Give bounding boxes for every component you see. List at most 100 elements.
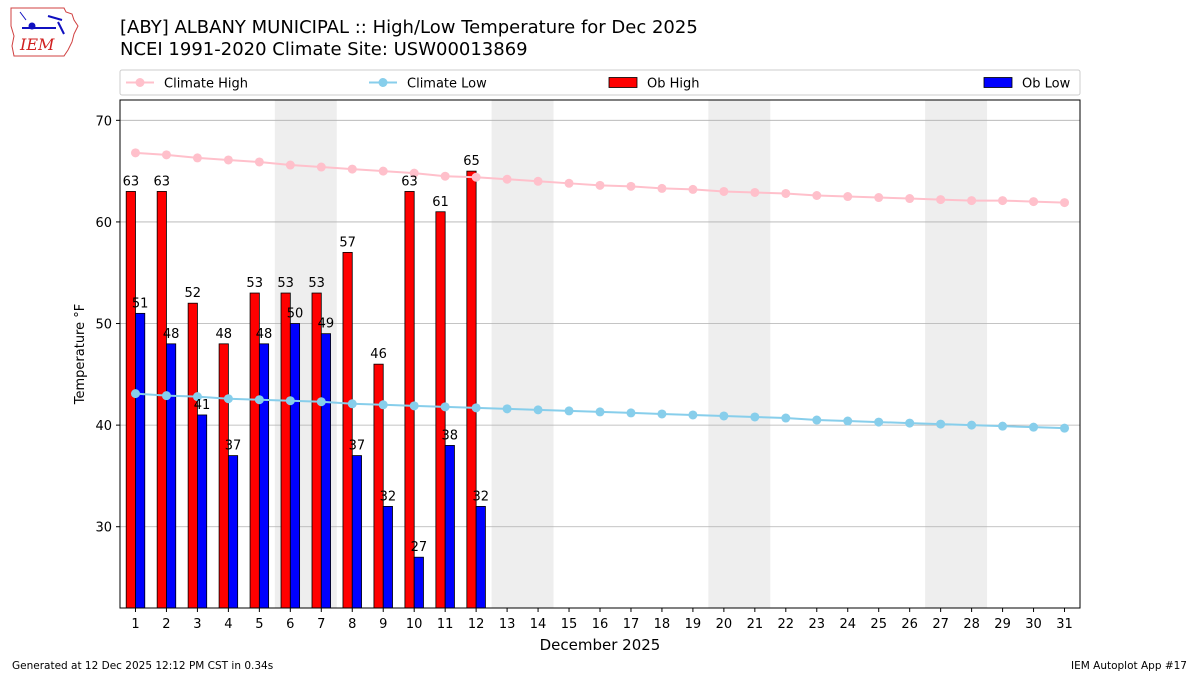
climate-low-point: [843, 416, 853, 426]
climate-low-point: [409, 401, 419, 411]
x-tick-label: 21: [747, 617, 764, 632]
climate-high-point: [967, 196, 977, 206]
climate-low-point: [192, 392, 202, 402]
climate-low-point: [626, 408, 636, 418]
legend-entry: Climate Low: [369, 77, 487, 92]
x-tick-label: 14: [530, 617, 547, 632]
climate-high-point: [564, 178, 574, 188]
ob-low-bar: [351, 455, 362, 609]
climate-low-point: [347, 399, 357, 409]
ob-low-label: 37: [225, 439, 242, 454]
x-tick-label: 24: [839, 617, 856, 632]
x-tick-label: 20: [716, 617, 733, 632]
ob-low-label: 51: [132, 296, 149, 311]
ob-low-bar: [227, 455, 239, 609]
x-tick-label: 1: [131, 617, 139, 632]
chart-title: [ABY] ALBANY MUNICIPAL :: High/Low Tempe…: [120, 17, 698, 38]
x-tick-label: 2: [162, 617, 170, 632]
x-tick-label: 23: [809, 617, 826, 632]
ob-low-label: 32: [473, 489, 490, 504]
ob-high-label: 46: [370, 347, 387, 362]
climate-high-point: [905, 194, 915, 204]
ob-high-label: 61: [432, 195, 449, 210]
generated-timestamp: Generated at 12 Dec 2025 12:12 PM CST in…: [12, 660, 274, 672]
x-tick-label: 7: [317, 617, 325, 632]
ob-low-bar: [320, 333, 331, 609]
ob-high-bar: [466, 170, 477, 609]
climate-low-point: [1029, 422, 1039, 432]
climate-high-point: [812, 191, 822, 201]
climate-high-point: [874, 193, 884, 203]
climate-high-point: [161, 150, 171, 160]
x-tick-label: 5: [255, 617, 263, 632]
climate-high-point: [347, 164, 357, 174]
ob-low-label: 41: [194, 398, 211, 413]
x-tick-label: 17: [623, 617, 640, 632]
climate-high-point: [502, 174, 512, 184]
ob-high-label: 48: [215, 327, 232, 342]
ob-high-label: 63: [154, 174, 171, 189]
climate-high-point: [719, 186, 729, 196]
weekend-shade: [925, 100, 988, 608]
legend-entry: Ob Low: [983, 77, 1071, 92]
climate-high-point: [223, 155, 233, 165]
climate-low-point: [750, 412, 760, 422]
x-tick-label: 11: [437, 617, 454, 632]
climate-high-point: [595, 180, 605, 190]
climate-low-point: [998, 421, 1008, 431]
climate-low-point: [161, 391, 171, 401]
ob-high-label: 63: [401, 174, 418, 189]
ob-low-label: 32: [380, 489, 397, 504]
ob-low-bar: [475, 505, 486, 609]
bar-value-labels: 63 63 52 48 53 53 53 57 46 63 61 65 51 48 41 37 48 50 49 37…: [123, 154, 489, 555]
climate-low-point: [471, 403, 481, 413]
x-tick-label: 18: [654, 617, 671, 632]
x-tick-label: 12: [468, 617, 485, 632]
y-tick-label: 50: [95, 318, 112, 333]
ob-low-label: 38: [442, 428, 459, 443]
y-tick-label: 60: [95, 216, 112, 231]
legend-label: Climate Low: [407, 77, 487, 92]
climate-high-point: [1060, 198, 1070, 208]
x-tick-label: 27: [932, 617, 949, 632]
climate-high-point: [688, 184, 698, 194]
ob-high-label: 65: [463, 154, 480, 169]
ob-high-bar: [342, 251, 353, 609]
climate-low-point: [378, 400, 388, 410]
climate-high-point: [998, 196, 1008, 206]
climate-low-point: [316, 397, 326, 407]
climate-high-point: [936, 195, 946, 205]
iem-logo: IEM: [10, 7, 79, 57]
climate-low-point: [533, 405, 543, 415]
climate-low-point: [564, 406, 574, 416]
climate-low-point: [440, 402, 450, 412]
x-tick-label: 31: [1056, 617, 1073, 632]
climate-low-point: [1060, 423, 1070, 433]
ob-low-bar: [197, 414, 208, 609]
ob-low-label: 48: [163, 327, 180, 342]
ob-low-label: 48: [256, 327, 273, 342]
climate-high-point: [409, 168, 419, 178]
x-tick-label: 9: [379, 617, 387, 632]
x-tick-label: 25: [870, 617, 887, 632]
ob-low-bar: [382, 505, 393, 609]
climate-low-point: [967, 420, 977, 430]
x-tick-label: 26: [901, 617, 918, 632]
climate-high-point: [843, 192, 853, 202]
climate-high-point: [1029, 197, 1039, 207]
legend-label: Climate High: [164, 77, 248, 92]
climate-high-point: [254, 157, 264, 167]
climate-low-point: [595, 407, 605, 417]
ob-low-bar: [444, 445, 455, 609]
legend-entry: Climate High: [126, 77, 248, 92]
x-tick-label: 6: [286, 617, 294, 632]
climate-high-point: [750, 187, 760, 197]
climate-low-point: [285, 396, 295, 406]
climate-high-point: [471, 172, 481, 182]
logo-text: IEM: [19, 35, 55, 54]
x-tick-label: 22: [778, 617, 795, 632]
legend-marker-swatch: [378, 78, 388, 87]
y-tick-label: 30: [95, 521, 112, 536]
legend-bar-swatch: [983, 77, 1013, 88]
ob-low-bar: [166, 343, 177, 609]
